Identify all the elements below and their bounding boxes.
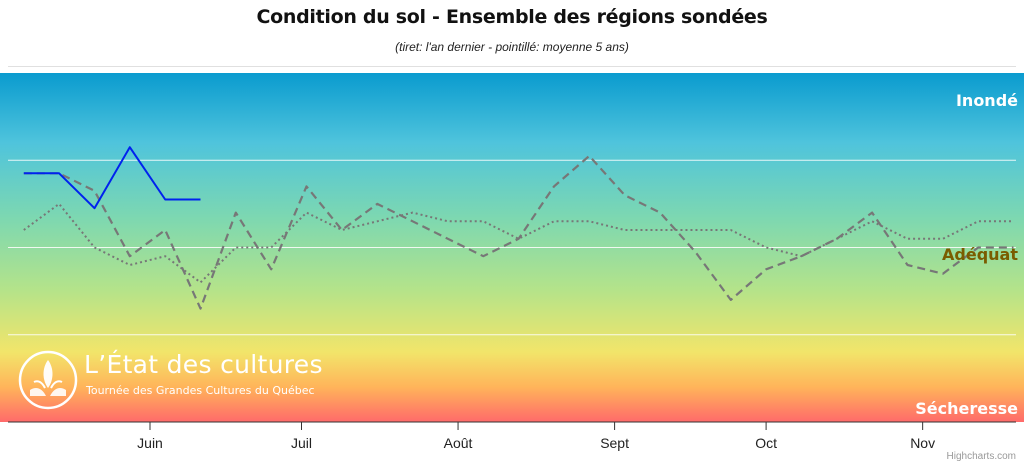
watermark-title: L’État des cultures	[84, 350, 323, 379]
series-line-dotted	[23, 202, 1014, 284]
series-line-solid	[23, 146, 201, 210]
band-label-secheresse: Sécheresse	[915, 399, 1018, 418]
wheat-logo-icon	[18, 350, 78, 410]
chart-subtitle: (tiret: l'an dernier - pointillé: moyenn…	[395, 40, 629, 54]
x-tick-label: Juin	[137, 435, 163, 451]
watermark: L’État des cultures Tournée des Grandes …	[18, 350, 348, 410]
credits-link[interactable]: Highcharts.com	[946, 451, 1016, 462]
x-tick-label: Oct	[755, 435, 777, 451]
x-tick-label: Sept	[600, 435, 629, 451]
x-tick-label: Nov	[910, 435, 935, 451]
band-label-adequat: Adéquat	[942, 245, 1018, 264]
band-label-inonde: Inondé	[956, 91, 1018, 110]
x-tick-label: Août	[444, 435, 473, 451]
watermark-subtitle: Tournée des Grandes Cultures du Québec	[86, 384, 315, 397]
x-tick-label: Juil	[291, 435, 312, 451]
series-line-dashed	[23, 154, 1014, 310]
header-divider	[8, 66, 1016, 67]
chart-title: Condition du sol - Ensemble des régions …	[256, 6, 768, 28]
